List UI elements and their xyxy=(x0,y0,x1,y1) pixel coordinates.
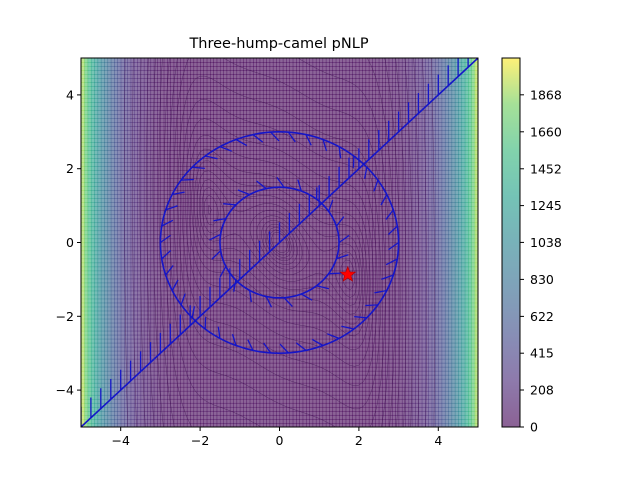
x-tick-label: −2 xyxy=(191,433,209,448)
x-tick-label: −4 xyxy=(111,433,129,448)
colorbar-tick-label: 415 xyxy=(530,346,554,361)
x-tick-label: 4 xyxy=(434,433,442,448)
chart-title: Three-hump-camel pNLP xyxy=(188,36,368,52)
colorbar-tick-label: 622 xyxy=(530,309,554,324)
colorbar-tick-label: 208 xyxy=(530,383,554,398)
optimum-layer xyxy=(339,265,357,282)
y-tick-label: −4 xyxy=(56,383,74,398)
y-tick-label: −2 xyxy=(56,309,74,324)
y-tick-label: 4 xyxy=(66,87,74,102)
constraint-hatch-1 xyxy=(209,177,350,308)
colorbar-tick-label: 1452 xyxy=(530,161,562,176)
constraint-circle-1 xyxy=(219,186,340,299)
colorbar-tick-label: 1868 xyxy=(530,87,562,102)
optimum-star-marker xyxy=(339,265,357,282)
colorbar-tick-label: 0 xyxy=(530,420,538,435)
constraint-hatch-2 xyxy=(81,58,478,427)
x-axis-ticks: −4 −2 0 2 4 xyxy=(111,427,442,448)
x-tick-label: 2 xyxy=(355,433,363,448)
colorbar-ticks: 0 208 415 622 830 1038 1245 1452 1660 1868 xyxy=(520,87,562,435)
y-axis-ticks: −4 −2 0 2 4 xyxy=(56,87,81,398)
y-tick-label: 2 xyxy=(66,161,74,176)
constraint-boundaries xyxy=(81,58,478,427)
colorbar-tick-label: 1245 xyxy=(530,198,562,213)
y-tick-label: 0 xyxy=(66,235,74,250)
colorbar-tick-label: 1660 xyxy=(530,124,562,139)
colorbar-tick-label: 1038 xyxy=(530,235,562,250)
colorbar xyxy=(501,57,521,428)
plot-area xyxy=(81,58,478,427)
colorbar-tick-label: 830 xyxy=(530,272,554,287)
x-tick-label: 0 xyxy=(276,433,284,448)
constraint-hatch-0 xyxy=(160,131,399,354)
